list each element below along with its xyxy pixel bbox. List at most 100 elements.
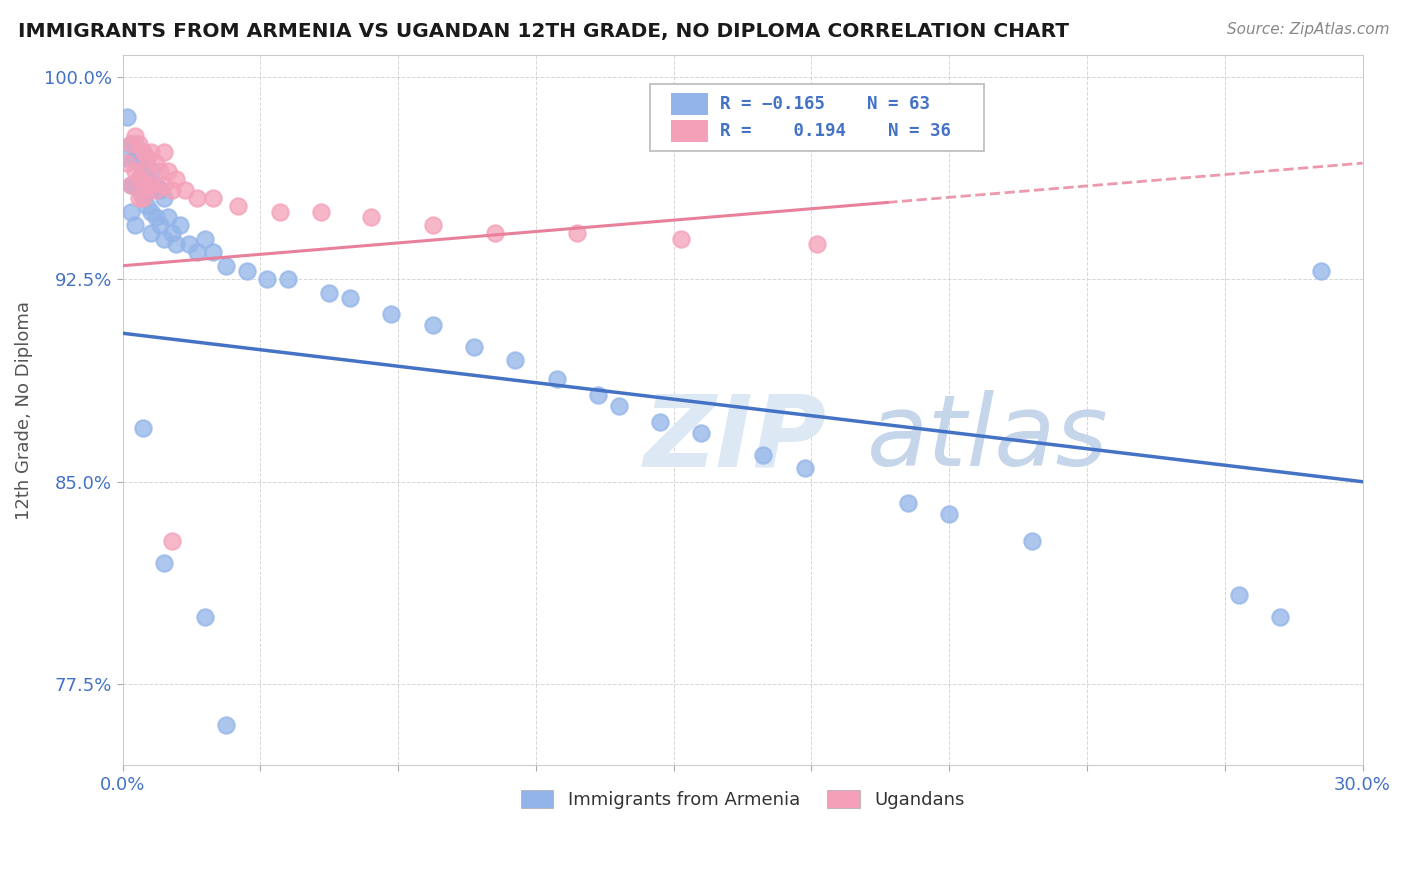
- Point: [318, 285, 340, 300]
- Point: [165, 237, 187, 252]
- Point: [145, 156, 167, 170]
- Point: [153, 556, 176, 570]
- Point: [160, 183, 183, 197]
- FancyBboxPatch shape: [671, 94, 707, 115]
- Point: [128, 191, 150, 205]
- Point: [215, 259, 238, 273]
- Point: [309, 204, 332, 219]
- Point: [115, 151, 138, 165]
- Point: [141, 145, 163, 160]
- Point: [128, 172, 150, 186]
- Point: [256, 272, 278, 286]
- Point: [202, 245, 225, 260]
- Point: [1268, 609, 1291, 624]
- Point: [360, 210, 382, 224]
- Text: R = −0.165    N = 63: R = −0.165 N = 63: [720, 95, 931, 113]
- Point: [120, 137, 142, 152]
- Point: [173, 183, 195, 197]
- Point: [141, 227, 163, 241]
- Point: [124, 129, 146, 144]
- Point: [115, 156, 138, 170]
- Point: [141, 204, 163, 219]
- Point: [156, 164, 179, 178]
- Point: [1227, 588, 1250, 602]
- Point: [938, 507, 960, 521]
- Point: [145, 183, 167, 197]
- Point: [752, 448, 775, 462]
- Y-axis label: 12th Grade, No Diploma: 12th Grade, No Diploma: [15, 301, 32, 520]
- Text: R =    0.194    N = 36: R = 0.194 N = 36: [720, 122, 952, 140]
- Point: [160, 534, 183, 549]
- Point: [586, 388, 609, 402]
- Point: [202, 191, 225, 205]
- Point: [422, 219, 444, 233]
- Point: [226, 199, 249, 213]
- Point: [141, 178, 163, 192]
- Point: [463, 340, 485, 354]
- Point: [160, 227, 183, 241]
- Point: [156, 210, 179, 224]
- Point: [149, 219, 172, 233]
- Point: [136, 172, 159, 186]
- Point: [136, 151, 159, 165]
- Point: [141, 164, 163, 178]
- Text: IMMIGRANTS FROM ARMENIA VS UGANDAN 12TH GRADE, NO DIPLOMA CORRELATION CHART: IMMIGRANTS FROM ARMENIA VS UGANDAN 12TH …: [18, 22, 1070, 41]
- Point: [124, 219, 146, 233]
- Point: [897, 496, 920, 510]
- Text: ZIP: ZIP: [644, 390, 827, 487]
- FancyBboxPatch shape: [671, 120, 707, 142]
- Point: [194, 609, 217, 624]
- Point: [186, 191, 208, 205]
- Point: [128, 156, 150, 170]
- Point: [136, 178, 159, 192]
- Point: [153, 232, 176, 246]
- Point: [153, 145, 176, 160]
- Point: [194, 232, 217, 246]
- Point: [149, 164, 172, 178]
- Point: [132, 164, 155, 178]
- Point: [132, 164, 155, 178]
- Point: [128, 172, 150, 186]
- FancyBboxPatch shape: [650, 84, 984, 151]
- Point: [132, 421, 155, 435]
- Point: [503, 353, 526, 368]
- Point: [120, 137, 142, 152]
- Point: [169, 219, 191, 233]
- Point: [136, 151, 159, 165]
- Point: [145, 178, 167, 192]
- Point: [153, 178, 176, 192]
- Point: [149, 183, 172, 197]
- Point: [177, 237, 200, 252]
- Point: [186, 245, 208, 260]
- Point: [669, 232, 692, 246]
- Point: [793, 461, 815, 475]
- Point: [128, 137, 150, 152]
- Point: [1310, 264, 1333, 278]
- Text: Source: ZipAtlas.com: Source: ZipAtlas.com: [1226, 22, 1389, 37]
- Point: [132, 191, 155, 205]
- Point: [124, 137, 146, 152]
- Point: [145, 210, 167, 224]
- Point: [277, 272, 299, 286]
- Point: [422, 318, 444, 332]
- Point: [120, 204, 142, 219]
- Point: [120, 178, 142, 192]
- Point: [153, 191, 176, 205]
- Point: [132, 145, 155, 160]
- Point: [484, 227, 506, 241]
- Point: [567, 227, 589, 241]
- Point: [136, 199, 159, 213]
- Point: [115, 110, 138, 124]
- Point: [124, 151, 146, 165]
- Point: [141, 183, 163, 197]
- Point: [546, 372, 568, 386]
- Point: [132, 145, 155, 160]
- Point: [269, 204, 291, 219]
- Point: [165, 172, 187, 186]
- Point: [128, 183, 150, 197]
- Point: [120, 178, 142, 192]
- Point: [380, 307, 402, 321]
- Legend: Immigrants from Armenia, Ugandans: Immigrants from Armenia, Ugandans: [513, 783, 972, 816]
- Point: [806, 237, 828, 252]
- Text: atlas: atlas: [866, 390, 1108, 487]
